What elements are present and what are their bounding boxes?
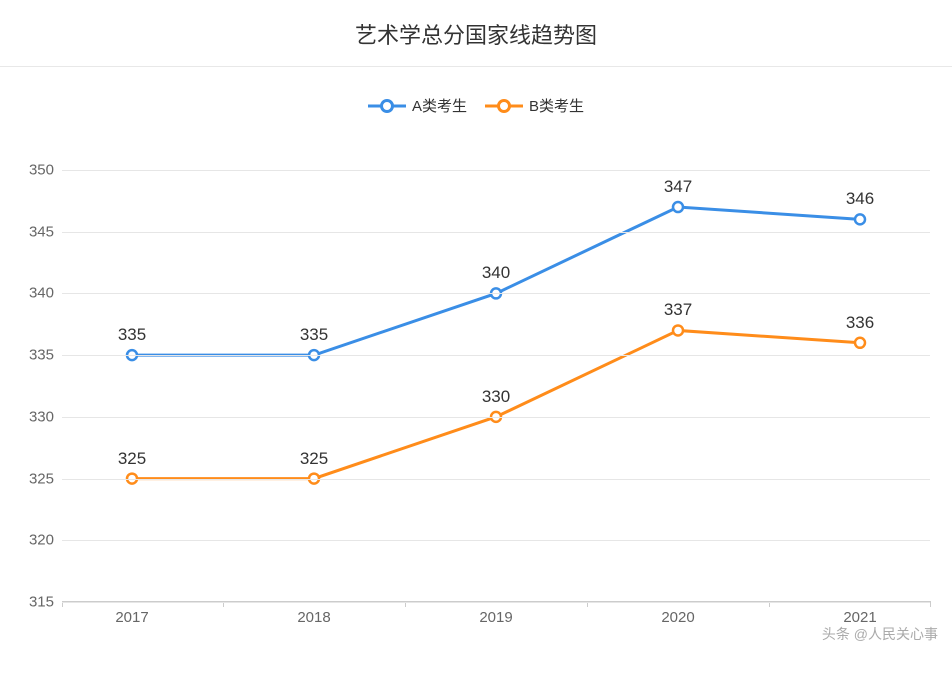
data-label: 337: [664, 300, 692, 320]
watermark: 头条 @人民关心事: [822, 624, 938, 644]
legend-label-b: B类考生: [529, 95, 584, 116]
y-axis-label: 350: [14, 162, 54, 179]
data-marker: [855, 338, 865, 348]
legend: A类考生 B类考生: [0, 67, 952, 130]
grid-line: [62, 540, 930, 541]
y-axis-label: 315: [14, 594, 54, 611]
plot-area: 20172018201920202021 3153203253303353403…: [62, 170, 930, 602]
chart-container: 艺术学总分国家线趋势图 A类考生 B类考生 201720182019202020…: [0, 0, 952, 674]
legend-item-a[interactable]: A类考生: [368, 95, 467, 116]
data-label: 346: [846, 189, 874, 209]
data-marker: [673, 202, 683, 212]
y-axis-label: 325: [14, 470, 54, 487]
data-marker: [673, 325, 683, 335]
data-label: 335: [118, 325, 146, 345]
grid-line: [62, 170, 930, 171]
data-label: 347: [664, 177, 692, 197]
data-label: 340: [482, 263, 510, 283]
legend-item-b[interactable]: B类考生: [485, 95, 584, 116]
grid-line: [62, 417, 930, 418]
data-label: 335: [300, 325, 328, 345]
grid-line: [62, 232, 930, 233]
data-label: 325: [300, 449, 328, 469]
legend-label-a: A类考生: [412, 95, 467, 116]
x-axis-label: 2018: [297, 609, 330, 626]
x-axis-tick: [930, 601, 931, 607]
chart-title: 艺术学总分国家线趋势图: [0, 0, 952, 67]
y-axis-label: 320: [14, 532, 54, 549]
y-axis-label: 330: [14, 408, 54, 425]
data-label: 336: [846, 313, 874, 333]
y-axis-label: 340: [14, 285, 54, 302]
x-axis-label: 2020: [661, 609, 694, 626]
data-label: 330: [482, 387, 510, 407]
x-axis-label: 2019: [479, 609, 512, 626]
y-axis-label: 345: [14, 223, 54, 240]
legend-marker-b: [485, 99, 523, 113]
data-label: 325: [118, 449, 146, 469]
x-axis-label: 2017: [115, 609, 148, 626]
grid-line: [62, 602, 930, 603]
grid-line: [62, 355, 930, 356]
y-axis-label: 335: [14, 347, 54, 364]
data-marker: [855, 214, 865, 224]
legend-marker-a: [368, 99, 406, 113]
grid-line: [62, 293, 930, 294]
grid-line: [62, 479, 930, 480]
